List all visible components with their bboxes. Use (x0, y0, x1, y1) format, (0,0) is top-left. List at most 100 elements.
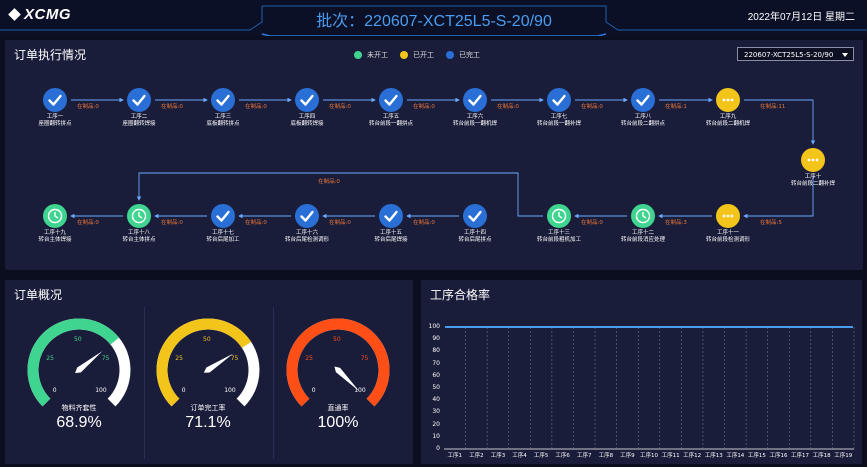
step-node-15[interactable] (379, 204, 403, 228)
step-node-2[interactable] (127, 88, 151, 112)
legend-label: 未开工 (367, 51, 388, 59)
x-tick-label: 工序5 (533, 453, 549, 459)
step-desc: 转台前段粗机加工 (536, 237, 581, 243)
batch-select[interactable]: 220607-XCT25L5-S-20/90 (737, 47, 854, 61)
step-name: 工序十六 (295, 230, 318, 236)
step-node-10[interactable] (801, 148, 825, 172)
step-node-11[interactable] (716, 204, 740, 228)
gauge-fill (156, 318, 252, 407)
flow-arrow-9 (744, 99, 816, 145)
x-tick-label: 工序4 (512, 453, 527, 459)
gauge-tick: 100 (95, 387, 107, 395)
step-name: 工序十八 (127, 230, 150, 236)
step-desc: 座圈翻转焊接 (122, 121, 156, 127)
step-label-10: 工序十 转台前段二翻补焊 (773, 174, 853, 188)
check-icon (468, 210, 482, 222)
step-name: 工序五 (382, 114, 400, 120)
wip-label-14: 在制品:0 (413, 220, 435, 226)
wip-label-2: 在制品:0 (161, 104, 183, 110)
process-flow-arrows (70, 97, 816, 219)
step-node-14[interactable] (463, 204, 487, 228)
gauge-tick: 100 (224, 387, 236, 395)
wip-label-5: 在制品:0 (413, 104, 435, 110)
header-bar: XCMG 批次：220607-XCT25L5-S-20/90 2022年07月1… (0, 0, 867, 36)
step-node-17[interactable] (211, 204, 235, 228)
clock-icon (551, 208, 567, 224)
step-node-6[interactable] (463, 88, 487, 112)
step-node-8[interactable] (631, 88, 655, 112)
gauge-tick: 75 (101, 354, 110, 362)
step-label-13: 工序十三 转台前段粗机加工 (519, 230, 599, 244)
gauge-needle (75, 351, 103, 374)
gauge-fill (27, 318, 120, 407)
gauge-3 (286, 318, 390, 407)
step-name: 工序一 (46, 114, 64, 120)
x-tick-label: 工序7 (577, 453, 592, 459)
y-tick-label: 10 (432, 432, 440, 440)
wip-label-17: 在制品:0 (161, 220, 183, 226)
order-execution-title: 订单执行情况 (14, 48, 87, 62)
step-node-18[interactable] (127, 204, 151, 228)
chevron-down-icon (842, 53, 848, 57)
step-node-19[interactable] (43, 204, 67, 228)
step-label-16: 工序十六 转台后尾检测调形 (267, 230, 347, 244)
clock-icon (47, 208, 63, 224)
step-node-3[interactable] (211, 88, 235, 112)
gauge-tick: 50 (203, 336, 211, 343)
step-label-8: 工序八 转台前段二翻拼点 (603, 114, 683, 128)
gauge-divider-1 (144, 307, 145, 459)
check-icon (48, 94, 62, 106)
gauge-name: 订单完工率 (190, 404, 226, 412)
gauge-tick: 75 (230, 354, 239, 362)
check-icon (216, 94, 230, 106)
y-tick-label: 100 (428, 323, 440, 330)
gauge-value: 68.9% (56, 414, 102, 431)
gauge-value: 100% (317, 414, 359, 431)
x-tick-label: 工序17 (791, 453, 810, 459)
ellipsis-icon (722, 214, 734, 218)
step-name: 工序三 (214, 114, 232, 120)
legend-label: 已开工 (413, 51, 434, 59)
order-overview-title: 订单概况 (14, 288, 63, 302)
logo-text: XCMG (24, 6, 71, 23)
order-execution-panel: 订单执行情况 (5, 40, 863, 270)
x-tick-label: 工序1 (447, 453, 463, 459)
step-node-1[interactable] (43, 88, 67, 112)
step-node-9[interactable] (716, 88, 740, 112)
step-label-12: 工序十二 转台前段消应处理 (603, 230, 683, 244)
step-name: 工序六 (466, 114, 484, 120)
step-name: 工序四 (298, 114, 316, 120)
gauge-tick: 25 (305, 354, 313, 362)
step-node-5[interactable] (379, 88, 403, 112)
x-tick-label: 工序12 (683, 453, 702, 459)
x-tick-label: 工序10 (640, 453, 658, 459)
ellipsis-icon (807, 158, 819, 162)
gauge-fill (286, 318, 390, 407)
x-tick-label: 工序14 (726, 453, 745, 459)
step-name: 工序十五 (379, 230, 402, 236)
check-icon (384, 210, 398, 222)
wip-label-3: 在制品:0 (245, 104, 267, 110)
gauge-tick: 50 (333, 336, 341, 343)
step-node-12[interactable] (631, 204, 655, 228)
step-node-4[interactable] (295, 88, 319, 112)
step-label-2: 工序二 座圈翻转焊接 (99, 114, 179, 128)
legend-item-2: 已完工 (446, 50, 480, 60)
step-desc: 转台主体拼点 (122, 237, 156, 243)
step-node-7[interactable] (547, 88, 571, 112)
x-tick-label: 工序11 (661, 453, 680, 459)
step-node-16[interactable] (295, 204, 319, 228)
x-tick-label: 工序18 (812, 453, 831, 459)
flow-arrow-13 (136, 172, 543, 217)
wip-label-16: 在制品:0 (245, 220, 267, 226)
check-icon (636, 94, 650, 106)
step-name: 工序十二 (631, 230, 654, 236)
pass-rate-panel: 工序合格率 (421, 280, 862, 464)
gauge-tick: 25 (46, 354, 54, 362)
step-label-14: 工序十四 转台后尾拼点 (435, 230, 515, 244)
step-desc: 底板翻转焊接 (290, 121, 324, 127)
check-icon (300, 210, 314, 222)
wip-label-4: 在制品:0 (329, 104, 351, 110)
step-node-13[interactable] (547, 204, 571, 228)
